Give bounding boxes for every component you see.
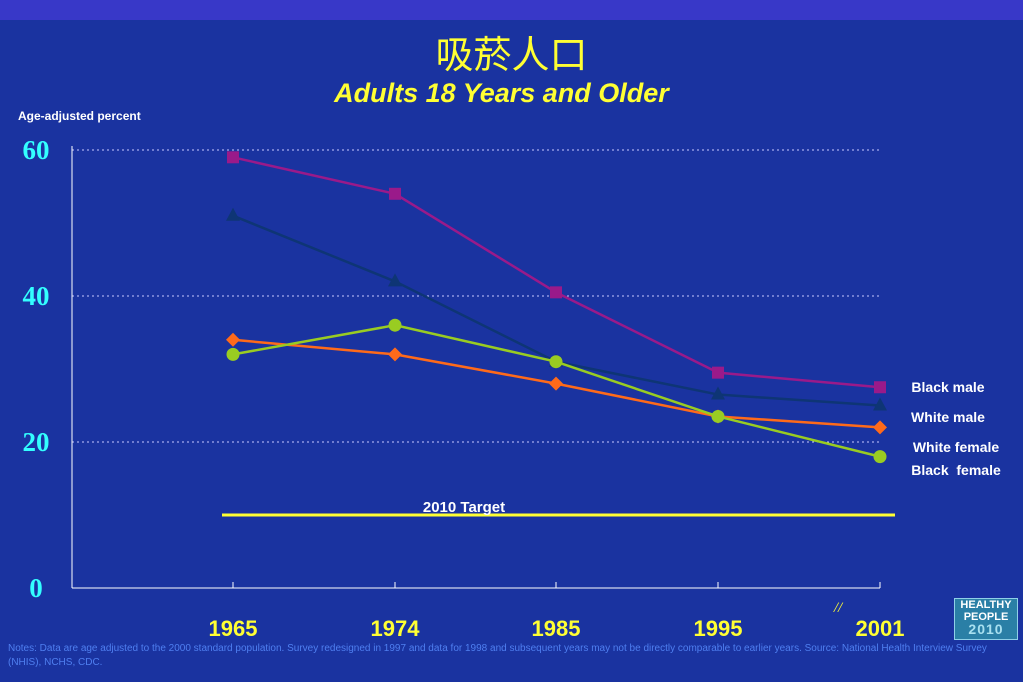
- legend-label: White male: [911, 409, 985, 425]
- data-point-white-male: [711, 386, 725, 400]
- legend-label: White female: [913, 439, 1000, 455]
- y-tick-label: 20: [23, 427, 50, 457]
- data-point-white-female: [388, 347, 402, 362]
- data-point-black-female: [226, 347, 240, 361]
- y-tick-label: 60: [23, 135, 50, 165]
- series-line-white-male: [232, 214, 881, 407]
- x-tick-label: 1985: [532, 616, 581, 640]
- series-line-black-female: [232, 323, 881, 458]
- series-line-black-male: [232, 156, 881, 389]
- data-point-white-female: [549, 376, 563, 391]
- logo-line-3: 2010: [968, 621, 1004, 637]
- x-tick-label: 2001: [856, 616, 905, 640]
- footnote: Notes: Data are age adjusted to the 2000…: [8, 643, 987, 668]
- data-point-white-male: [226, 207, 240, 221]
- healthy-people-logo: HEALTHY PEOPLE 2010: [954, 598, 1018, 640]
- data-point-white-male: [873, 397, 887, 411]
- page-subtitle: Adults 18 Years and Older: [334, 78, 669, 108]
- logo-line-1: HEALTHY: [960, 599, 1012, 611]
- data-point-black-male: [550, 286, 562, 299]
- top-bar: [0, 0, 1023, 20]
- x-tick-label: 1995: [694, 616, 743, 640]
- data-point-white-female: [226, 332, 240, 347]
- page-title: 吸菸人口: [435, 33, 588, 77]
- logo-line-2: PEOPLE: [963, 611, 1009, 623]
- legend-label: Black female: [911, 462, 1001, 478]
- line-chart: Age-adjusted percent 0 20 40 60 1965 1974 1985…: [18, 109, 1001, 640]
- x-tick-label: 1965: [209, 616, 258, 640]
- data-point-white-male: [388, 273, 402, 287]
- axis-break-mark: //: [833, 600, 844, 616]
- data-point-black-male: [389, 187, 401, 200]
- target-label: 2010 Target: [423, 499, 505, 516]
- data-point-black-female: [873, 450, 887, 464]
- x-tick-label: 1974: [371, 616, 421, 640]
- y-tick-label: 40: [23, 281, 50, 311]
- data-point-black-male: [227, 151, 239, 164]
- data-point-black-female: [711, 409, 725, 423]
- y-axis-label: Age-adjusted percent: [18, 109, 141, 123]
- data-point-white-female: [873, 420, 887, 435]
- legend-label: Black male: [911, 379, 984, 395]
- data-point-black-female: [388, 318, 402, 332]
- data-point-black-male: [712, 366, 724, 379]
- data-point-black-female: [549, 355, 563, 369]
- y-tick-label: 0: [29, 573, 43, 603]
- data-point-black-male: [874, 381, 886, 394]
